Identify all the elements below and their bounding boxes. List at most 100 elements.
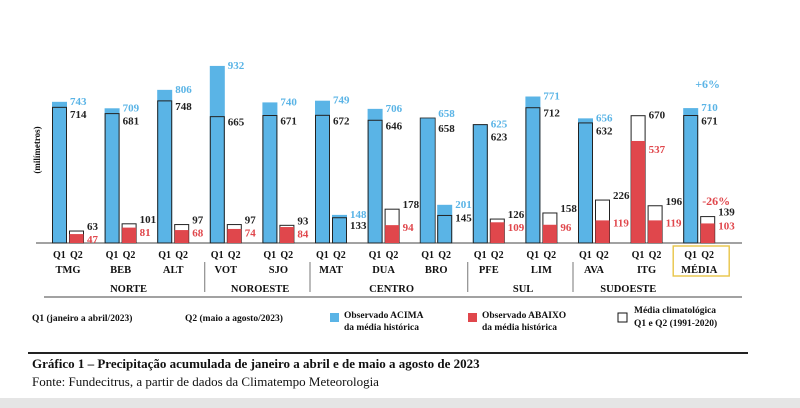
tmg-q2-observed-label: 47 <box>87 234 99 246</box>
legend-q2-note: Q2 (maio a agosto/2023) <box>185 313 283 324</box>
tmg-q1-observed-bar <box>52 101 67 243</box>
vot-q2-tick: Q2 <box>228 250 241 261</box>
tmg-q1-tick: Q1 <box>53 250 66 261</box>
dua-q2-climatology-label: 178 <box>403 199 420 211</box>
media-q1-observed-label: 710 <box>701 102 718 114</box>
tmg-q2-climatology-label: 63 <box>87 221 99 233</box>
mat-category-label: MAT <box>319 265 343 276</box>
dua-q1-tick: Q1 <box>369 250 382 261</box>
vot-q1-observed-label: 932 <box>228 60 245 72</box>
dua-q1-observed-label: 706 <box>386 103 403 115</box>
caption-rule <box>28 352 748 354</box>
legend-clim-swatch <box>617 312 628 323</box>
beb-q1-tick: Q1 <box>106 250 119 261</box>
dua-q1-climatology-label: 646 <box>386 120 403 132</box>
dua-q2-observed-bar <box>385 225 400 243</box>
beb-q2-tick: Q2 <box>123 250 136 261</box>
media-category-label: MÉDIA <box>681 264 718 276</box>
itg-q2-climatology-label: 196 <box>666 196 683 208</box>
dua-category-label: DUA <box>372 265 395 276</box>
bro-q1-observed-bar <box>419 117 436 244</box>
bro-q2-observed-label: 201 <box>455 199 472 211</box>
bro-q1-observed-label: 658 <box>438 108 455 120</box>
bro-q2-tick: Q2 <box>438 250 451 261</box>
beb-q1-observed-bar <box>104 108 120 243</box>
media-q2-tick: Q2 <box>701 250 714 261</box>
bro-q1-climatology-label: 658 <box>438 123 455 135</box>
beb-q1-climatology-label: 681 <box>123 115 140 127</box>
lim-q2-climatology-label: 158 <box>560 203 577 215</box>
mat-q2-tick: Q2 <box>333 250 346 261</box>
legend-below-label: Observado ABAIXO <box>482 311 566 321</box>
vot-q1-observed-bar <box>209 65 225 243</box>
mat-q2-observed-bar <box>332 214 347 243</box>
itg-q1-observed-label: 537 <box>649 144 666 156</box>
media-q1-change-label: +6% <box>695 77 720 91</box>
media-highlight-box <box>672 245 730 277</box>
vot-q2-climatology-label: 97 <box>245 215 256 227</box>
bro-q2-observed-bar <box>437 204 453 243</box>
caption-title: Gráfico 1 – Precipitação acumulada de ja… <box>32 356 480 371</box>
alt-q1-observed-bar <box>157 89 173 243</box>
beb-q2-observed-label: 81 <box>140 227 151 239</box>
legend-clim-label-2: Q1 e Q2 (1991-2020) <box>634 318 717 329</box>
alt-q1-climatology-label: 748 <box>175 101 192 113</box>
mat-q2-climatology-label: 133 <box>350 220 367 232</box>
pfe-q1-observed-label: 625 <box>491 118 508 130</box>
legend-above-label: Observado ACIMA <box>344 311 424 321</box>
group-label-norte: NORTE <box>110 284 147 295</box>
sjo-q2-tick: Q2 <box>280 250 293 261</box>
ava-q2-observed-label: 119 <box>613 217 629 229</box>
alt-q1-tick: Q1 <box>158 250 171 261</box>
ava-q1-tick: Q1 <box>579 250 592 261</box>
pfe-q1-tick: Q1 <box>474 250 487 261</box>
legend-clim-label: Média climatológica <box>634 306 716 316</box>
vot-q2-observed-bar <box>227 228 242 243</box>
media-q1-climatology-label: 671 <box>701 116 718 128</box>
itg-q2-observed-bar <box>648 220 663 243</box>
tmg-q2-observed-bar <box>69 234 84 243</box>
lim-q1-observed-bar <box>525 96 541 243</box>
itg-category-label: ITG <box>637 265 656 276</box>
beb-q2-climatology-label: 101 <box>140 214 157 226</box>
ava-q2-observed-bar <box>595 220 610 243</box>
media-q2-change-label: -26% <box>702 194 730 208</box>
ava-q1-climatology-bar <box>578 122 593 244</box>
pfe-q1-climatology-label: 623 <box>491 131 508 143</box>
sjo-q1-tick: Q1 <box>263 250 276 261</box>
sjo-q1-observed-label: 740 <box>280 96 297 108</box>
ava-q2-climatology-label: 226 <box>613 190 630 202</box>
pfe-q2-observed-bar <box>490 222 505 243</box>
media-q1-climatology-bar <box>683 115 699 244</box>
lim-q2-observed-label: 96 <box>560 222 572 234</box>
tmg-q2-tick: Q2 <box>70 250 83 261</box>
dua-q2-tick: Q2 <box>386 250 399 261</box>
legend-q1-note: Q1 (janeiro a abril/2023) <box>32 313 132 324</box>
group-label-sul: SUL <box>513 284 533 295</box>
pfe-q2-tick: Q2 <box>491 250 504 261</box>
legend-below-swatch <box>468 313 477 322</box>
sjo-q2-observed-bar <box>279 227 294 243</box>
ava-category-label: AVA <box>584 265 604 276</box>
legend-below-label-2: da média histórica <box>482 323 557 333</box>
sjo-q1-observed-bar <box>262 102 278 244</box>
caption-source: Fonte: Fundecitrus, a partir de dados da… <box>32 374 379 389</box>
sjo-category-label: SJO <box>269 265 288 276</box>
group-label-centro: CENTRO <box>369 284 414 295</box>
lim-q1-climatology-bar <box>525 107 541 244</box>
vot-q1-climatology-label: 665 <box>228 117 245 129</box>
mat-q1-climatology-label: 672 <box>333 115 350 127</box>
mat-q2-climatology-bar <box>332 217 347 244</box>
dua-q1-climatology-bar <box>367 119 383 244</box>
media-q2-climatology-label: 139 <box>718 207 735 219</box>
ava-q1-observed-bar <box>578 118 593 243</box>
itg-q1-climatology-label: 670 <box>649 110 666 122</box>
sjo-q1-climatology-bar <box>262 115 278 244</box>
bro-q2-climatology-bar <box>437 214 453 244</box>
group-label-sudoeste: SUDOESTE <box>600 284 656 295</box>
itg-q2-observed-label: 119 <box>666 217 682 229</box>
media-q2-observed-bar <box>700 223 715 243</box>
sjo-q1-climatology-label: 671 <box>280 116 297 128</box>
lim-category-label: LIM <box>531 265 552 276</box>
